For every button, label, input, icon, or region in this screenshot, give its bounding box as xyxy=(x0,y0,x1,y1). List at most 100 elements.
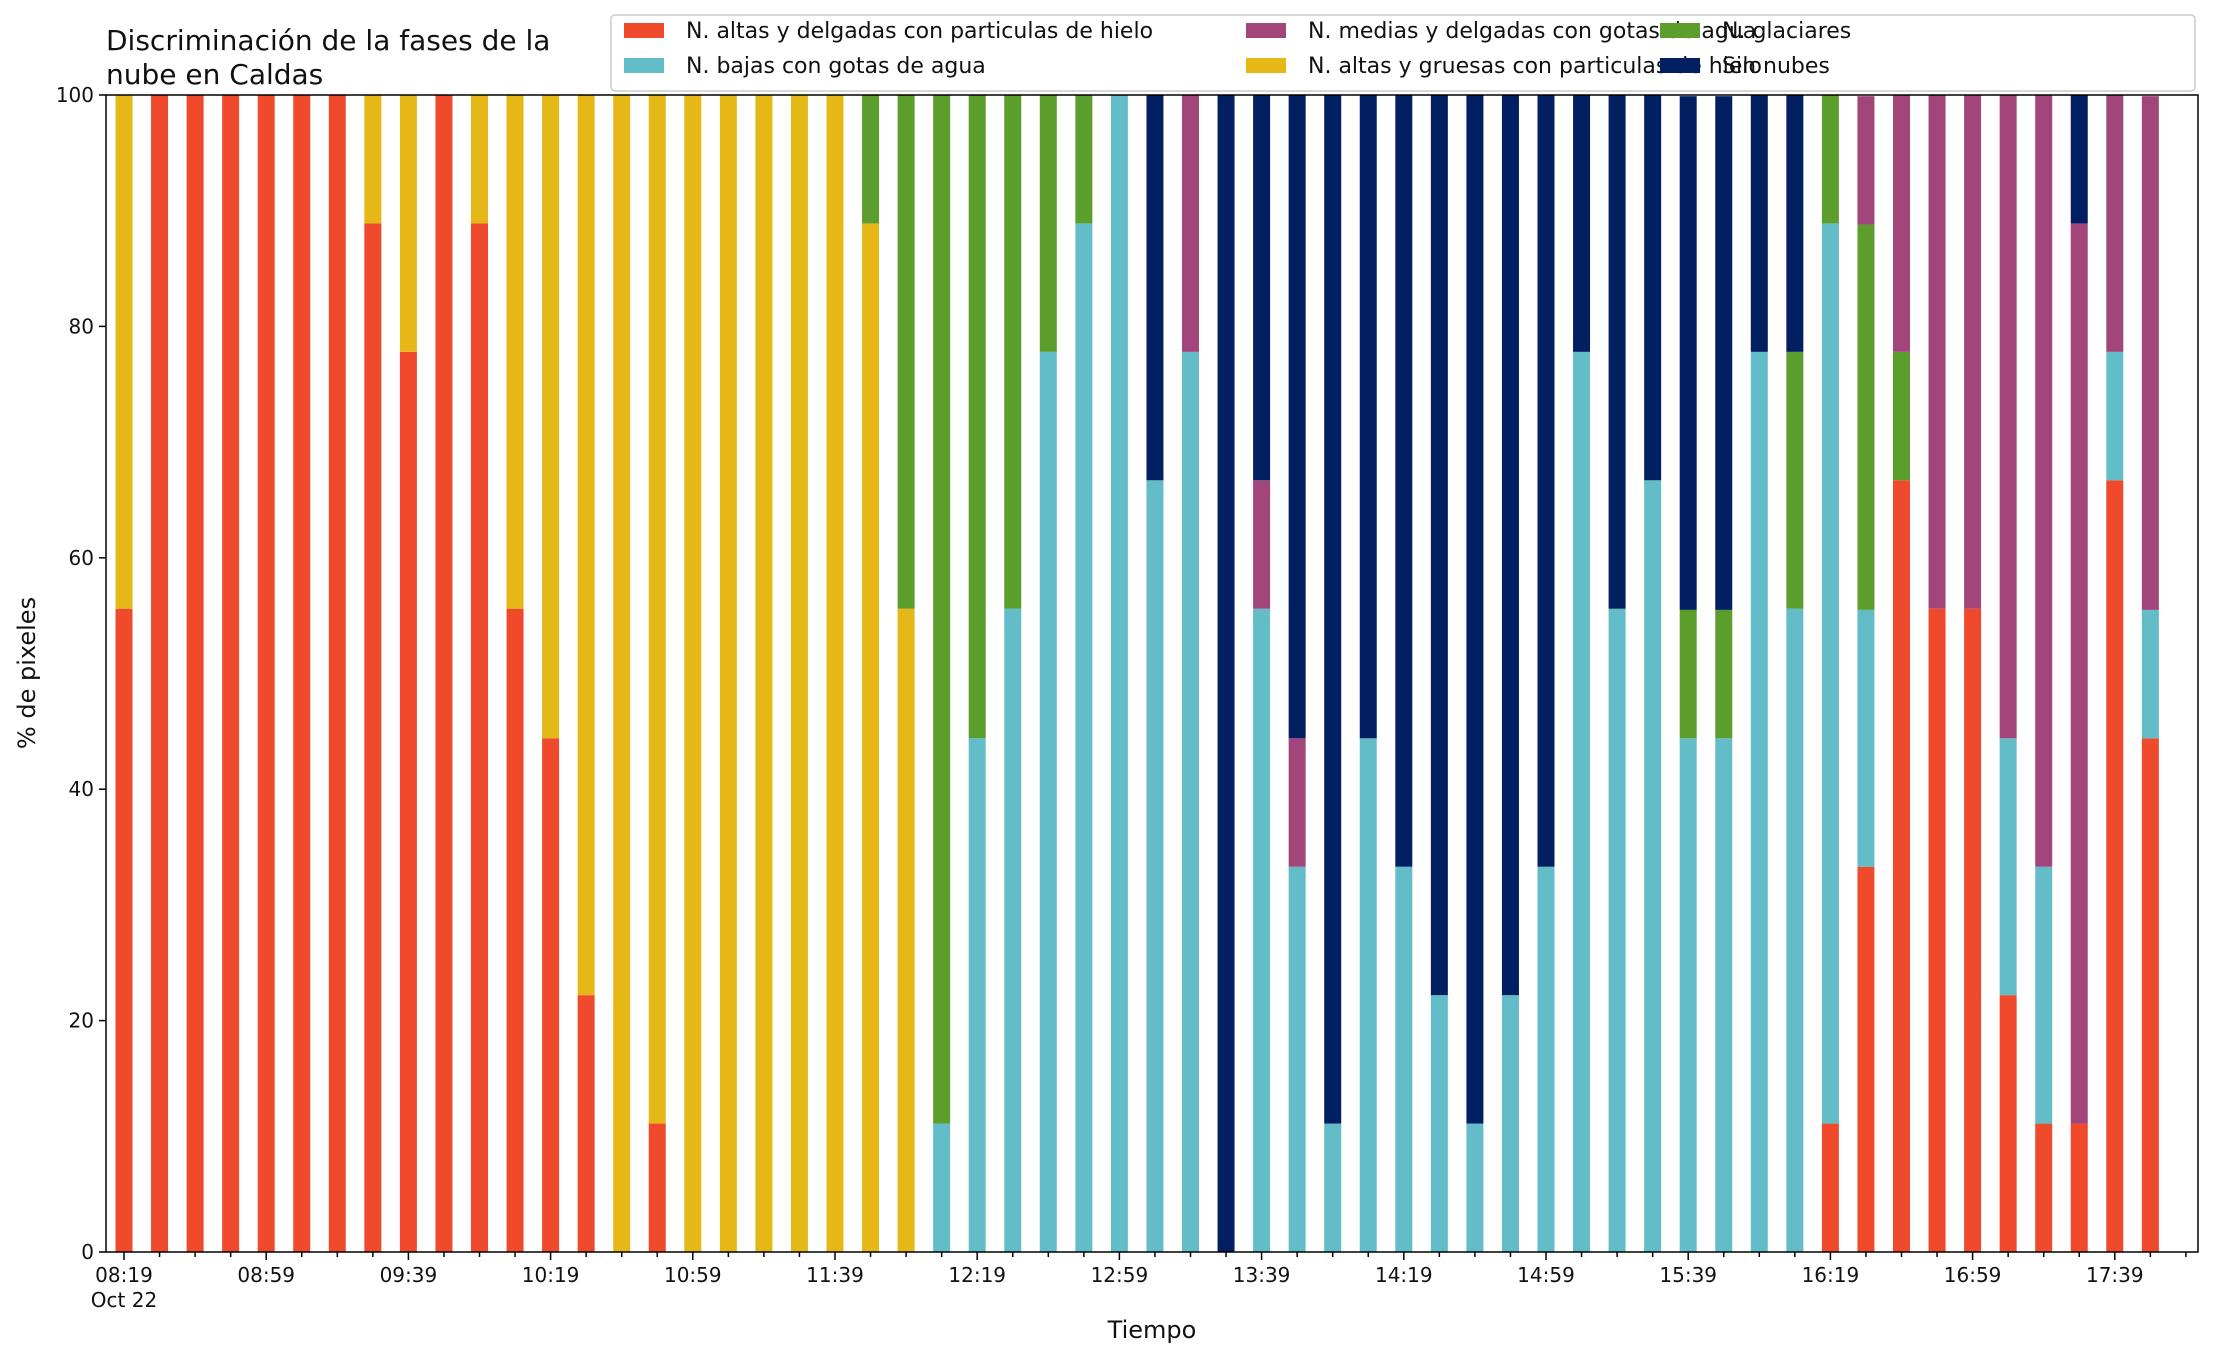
bar-segment xyxy=(1395,95,1413,867)
y-tick-label: 20 xyxy=(69,1009,94,1033)
bar-segment xyxy=(1253,480,1271,609)
legend-swatch xyxy=(1660,23,1700,38)
bar-segment xyxy=(2070,223,2088,1124)
bar-segment xyxy=(328,95,346,1252)
legend-swatch xyxy=(624,23,664,38)
bar-segment xyxy=(2070,1123,2088,1252)
bar-segment xyxy=(1608,608,1626,1252)
bar-segment xyxy=(1253,608,1271,1252)
chart-title-line-1: Discriminación de la fases de la xyxy=(106,24,550,57)
bar-segment xyxy=(1715,96,1733,610)
bar-segment xyxy=(2141,609,2159,739)
x-axis: 08:19 08:59 09:39 10:19 10:59 11:39 12:19 12:59… xyxy=(91,1252,2187,1312)
x-tick-label: 10:19 xyxy=(522,1263,580,1287)
x-tick-label: 17:39 xyxy=(2086,1263,2144,1287)
chart-title: Discriminación de la fases de la nube en… xyxy=(106,24,559,91)
y-axis: 0 20 40 60 80 100 xyxy=(56,83,106,1264)
bar-segment xyxy=(1857,866,1875,1252)
legend-label: N. altas y delgadas con particulas de hi… xyxy=(686,19,1153,44)
bar-segment xyxy=(2035,1123,2053,1252)
bar-segment xyxy=(1679,609,1697,739)
bar-segment xyxy=(399,95,417,352)
x-tick-label: 12:59 xyxy=(1091,1263,1149,1287)
bar-segment xyxy=(1359,738,1377,1252)
bar-segment xyxy=(1039,351,1057,1253)
bar-segment xyxy=(1999,738,2017,996)
bar-segment xyxy=(506,95,524,609)
bar-segment xyxy=(364,223,382,1253)
bar-segment xyxy=(577,995,595,1252)
bar-segment xyxy=(1928,608,1946,1252)
chart-title-line-2: nube en Caldas xyxy=(106,58,323,91)
bar-segment xyxy=(1644,480,1662,1252)
bar-segment xyxy=(471,95,488,224)
bar-segment xyxy=(1857,609,1875,867)
bar-segment xyxy=(2141,96,2159,610)
bar-segment xyxy=(1999,95,2017,739)
legend-swatch xyxy=(1246,58,1286,73)
bar-segment xyxy=(1821,1123,1839,1252)
bar-segment xyxy=(2035,95,2053,867)
bar-segment xyxy=(364,95,382,224)
bar-segment xyxy=(1857,224,1875,610)
bar-segment xyxy=(577,95,595,996)
bar-segment xyxy=(506,608,524,1252)
bar-segment xyxy=(1893,351,1910,481)
bar-segment xyxy=(1928,95,1946,609)
bar-segment xyxy=(933,1123,951,1252)
bar-segment xyxy=(542,95,560,739)
bar-segment xyxy=(1715,738,1733,1252)
bar-segment xyxy=(1146,480,1164,1252)
bar-segment xyxy=(719,95,737,1252)
bar-segment xyxy=(257,95,275,1252)
bar-segment xyxy=(862,95,880,224)
bar-segment xyxy=(613,95,631,1252)
x-tick-label: 08:19 xyxy=(95,1263,153,1287)
x-tick-label: 16:19 xyxy=(1802,1263,1860,1287)
bar-segment xyxy=(399,351,417,1253)
bar-segment xyxy=(1999,995,2017,1252)
legend: N. altas y delgadas con particulas de hi… xyxy=(610,14,2196,92)
bar-segment xyxy=(1750,351,1768,1253)
bar-segment xyxy=(1964,608,1982,1252)
x-tick-label: 10:59 xyxy=(664,1263,722,1287)
plot-frame xyxy=(105,94,2199,1253)
bar-segment xyxy=(1501,995,1519,1252)
bar-segment xyxy=(1288,738,1306,867)
bar-segment xyxy=(1466,95,1484,1124)
bar-segment xyxy=(1110,95,1128,1252)
bar-segment xyxy=(1146,95,1164,481)
bar-segment xyxy=(1324,1123,1342,1252)
bar-segment xyxy=(1821,223,1839,1124)
bar-segment xyxy=(1679,738,1697,1252)
bar-segment xyxy=(1573,351,1591,1253)
bar-segment xyxy=(2106,480,2124,1252)
x-tick-label: 13:39 xyxy=(1233,1263,1291,1287)
bar-segment xyxy=(897,95,915,609)
bar-segment xyxy=(1359,95,1377,739)
bar-segment xyxy=(1182,95,1199,352)
legend-swatch xyxy=(1660,58,1700,73)
bar-segment xyxy=(1786,608,1804,1252)
x-tick-label: 14:19 xyxy=(1375,1263,1433,1287)
x-date-label: Oct 22 xyxy=(91,1288,157,1312)
bar-segment xyxy=(968,95,986,739)
bar-segment xyxy=(2106,351,2124,481)
x-tick-label: 08:59 xyxy=(237,1263,295,1287)
bar-segment xyxy=(968,738,986,1252)
bar-segment xyxy=(1679,96,1697,610)
y-tick-label: 100 xyxy=(56,83,94,107)
y-tick-label: 80 xyxy=(69,314,94,338)
bar-segment xyxy=(862,223,880,1253)
x-axis-label: Tiempo xyxy=(1107,1316,1197,1344)
bar-segment xyxy=(2141,738,2159,1252)
bar-segment xyxy=(1288,866,1306,1252)
bar-segment xyxy=(1786,95,1804,352)
bar-segment xyxy=(1644,95,1662,481)
bar-segment xyxy=(1430,95,1448,996)
legend-label: N. bajas con gotas de agua xyxy=(686,54,986,79)
bar-segment xyxy=(471,223,488,1253)
bar-segment xyxy=(1857,96,1875,225)
bar-segment xyxy=(648,1123,666,1252)
bar-segment xyxy=(542,738,560,1252)
